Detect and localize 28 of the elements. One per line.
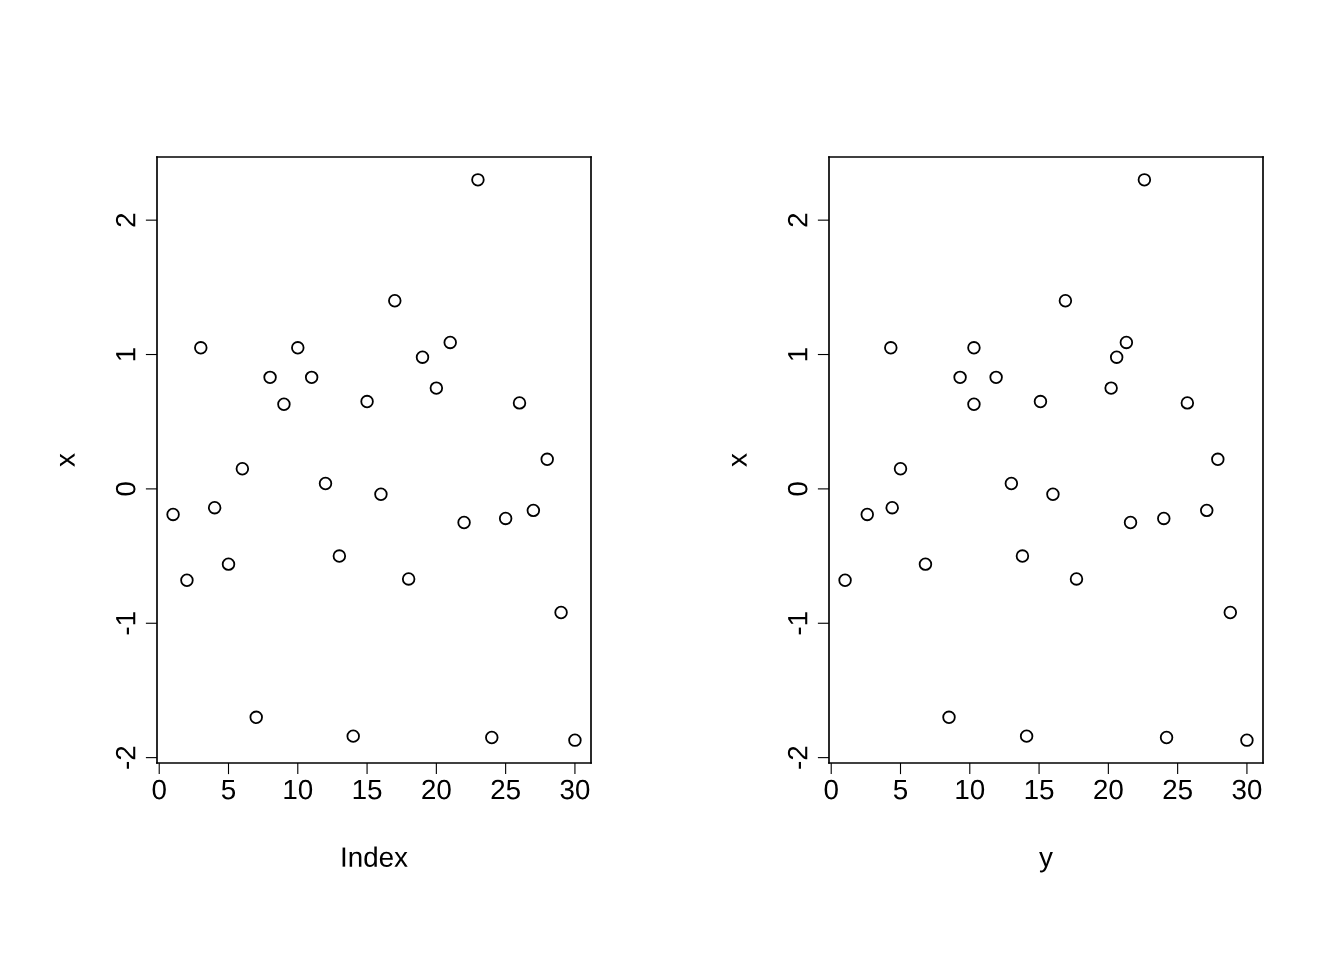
x-tick-label: 25 [491,779,520,800]
x-tick-label: 10 [284,779,313,800]
x-tick-label: 0 [152,779,166,800]
y-tick-label: 1 [788,348,808,361]
x-tick-label: 25 [1163,779,1192,800]
y-tick-label: 1 [116,348,136,361]
y-tick-label: 0 [787,482,808,496]
y-tick-label: 2 [115,213,136,227]
x-axis-title: y [1039,851,1053,873]
y-tick-label: -1 [788,612,808,635]
x-tick-label: 30 [1232,779,1262,800]
y-tick-label: 0 [115,482,136,496]
x-tick-label: 0 [824,779,838,800]
x-tick-label: 5 [221,779,236,800]
y-axis-title: x [731,453,747,467]
y-tick-label: 2 [787,213,808,227]
x-tick-label: 20 [1094,779,1123,800]
y-tick-label: -2 [115,746,136,769]
x-tick-label: 15 [353,779,382,800]
x-tick-label: 15 [1025,779,1054,800]
x-tick-label: 20 [422,779,451,800]
x-tick-label: 30 [560,779,590,800]
x-tick-label: 5 [893,779,908,800]
y-tick-label: -2 [787,746,808,769]
x-axis-title: Index [342,846,408,867]
y-axis-title: x [59,453,75,467]
y-tick-label: -1 [116,612,136,635]
x-tick-label: 10 [956,779,985,800]
